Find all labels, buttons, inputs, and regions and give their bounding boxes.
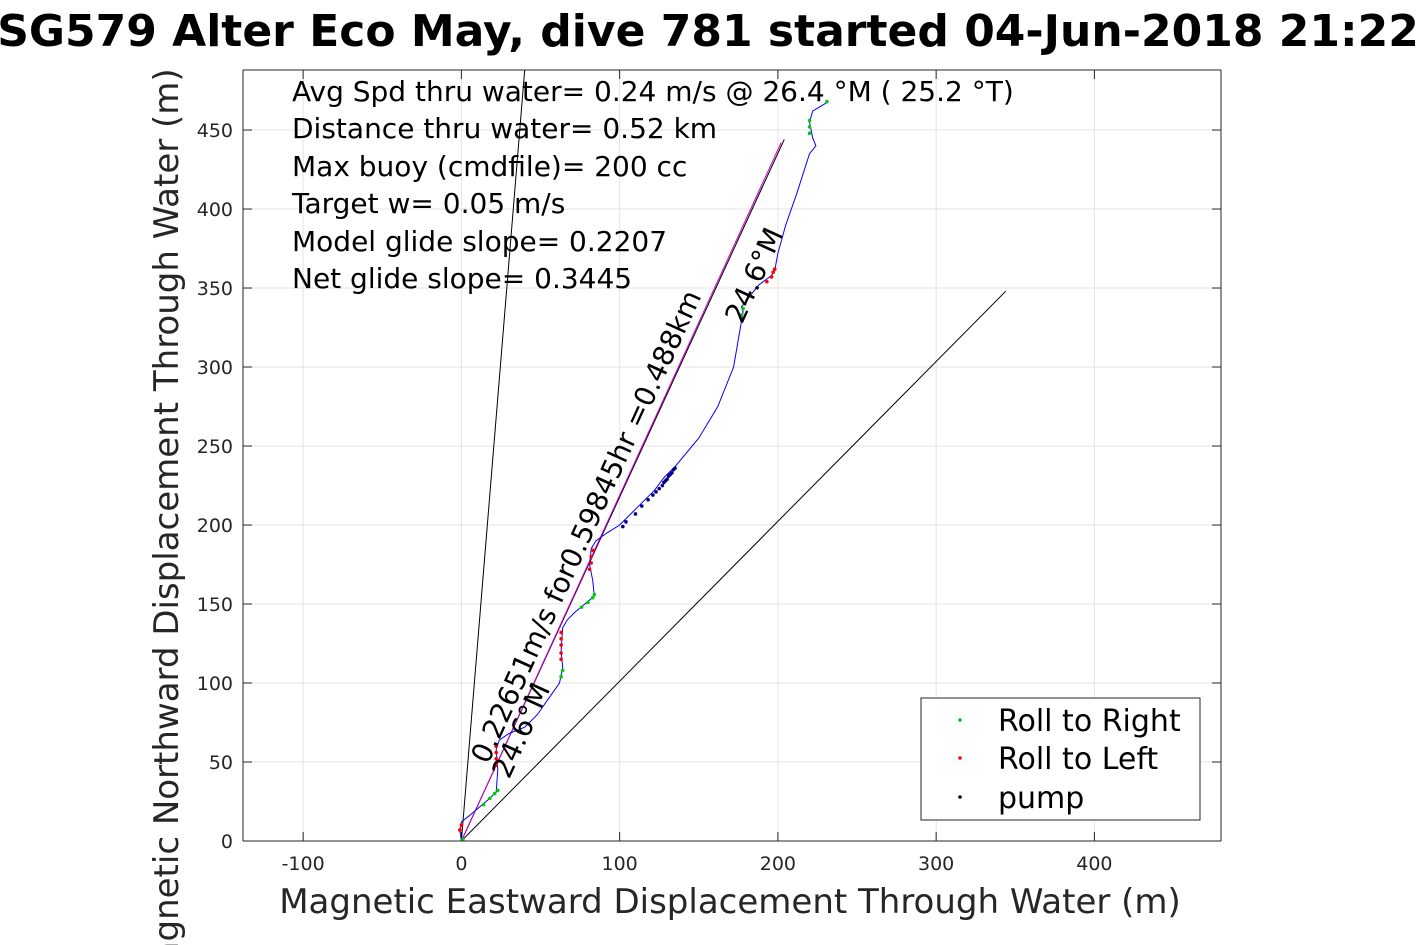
stats-annotations: Avg Spd thru water= 0.24 m/s @ 26.4 °M (…: [291, 75, 1014, 295]
reference-line: [460, 142, 782, 841]
legend-marker-roll-right: [958, 718, 962, 722]
reference-line: [461, 290, 1007, 841]
reference-line: [460, 70, 526, 841]
roll-right-marker: [739, 313, 744, 317]
roll-right-marker: [495, 788, 500, 793]
legend-label-roll-right: Roll to Right: [998, 704, 1181, 739]
roll-right-marker: [586, 600, 590, 605]
roll-right-marker: [592, 592, 597, 597]
roll-left-marker: [494, 763, 499, 767]
pump-marker: [657, 486, 662, 491]
y-tick-label: 400: [197, 199, 233, 221]
roll-left-marker: [771, 270, 775, 275]
legend-box: [920, 697, 1201, 821]
roll-right-marker: [807, 125, 812, 129]
roll-left-marker: [559, 651, 563, 655]
y-tick-label: 450: [197, 120, 233, 142]
roll-left-marker: [494, 750, 499, 755]
legend-marker-pump: [958, 795, 962, 799]
roll-left-marker: [458, 828, 462, 832]
pump-marker: [639, 504, 644, 508]
roll-right-marker: [807, 118, 812, 123]
y-tick-label: 100: [197, 673, 233, 695]
roll-left-marker: [494, 757, 499, 761]
pump-marker: [646, 497, 650, 502]
roll-left-marker: [559, 636, 563, 641]
legend-label-roll-left: Roll to Left: [998, 742, 1158, 777]
roll-right-marker: [579, 605, 584, 609]
pump-marker: [670, 471, 674, 475]
roll-left-marker: [494, 744, 499, 749]
y-tick-label: 200: [197, 515, 233, 537]
annotation-avg-speed: Avg Spd thru water= 0.24 m/s @ 26.4 °M (…: [292, 75, 1014, 108]
legend-label-pump: pump: [998, 781, 1084, 816]
pump-marker: [621, 524, 625, 529]
roll-and-pump-markers: [458, 99, 829, 841]
roll-right-marker: [461, 837, 465, 841]
roll-left-marker: [459, 823, 464, 828]
roll-left-marker: [559, 657, 563, 662]
pump-marker: [624, 520, 628, 524]
roll-right-marker: [825, 99, 829, 104]
pump-marker: [673, 466, 677, 470]
pump-marker: [651, 493, 655, 497]
y-tick-label: 350: [197, 278, 233, 300]
annotation-net-glide-slope: Net glide slope= 0.3445: [292, 262, 632, 295]
pump-marker: [633, 512, 638, 516]
legend: Roll to Right Roll to Left pump: [920, 697, 1201, 821]
roll-left-marker: [589, 554, 593, 559]
roll-right-marker: [488, 796, 492, 801]
pump-marker: [660, 483, 665, 488]
y-tick-label: 300: [197, 357, 233, 379]
tick-labels: -100 0 100 200 300 400 0 50 100 150 200 250 300 350 40…: [197, 120, 1113, 875]
x-tick-label: 200: [760, 853, 796, 875]
y-tick-label: 150: [197, 594, 233, 616]
roll-left-marker: [769, 275, 774, 279]
y-tick-label: 0: [221, 831, 233, 853]
roll-right-marker: [590, 595, 595, 600]
roll-right-marker: [492, 791, 497, 796]
roll-right-marker: [742, 302, 747, 306]
roll-left-marker: [772, 267, 777, 271]
plot-content: [458, 70, 1007, 841]
x-tick-label: -100: [282, 853, 325, 875]
roll-left-marker: [765, 279, 769, 284]
roll-left-marker: [559, 643, 563, 647]
roll-left-marker: [587, 567, 592, 572]
chart-title: SG579 Alter Eco May, dive 781 started 04…: [0, 6, 1417, 57]
annotation-model-glide-slope: Model glide slope= 0.2207: [292, 225, 667, 258]
roll-right-marker: [559, 674, 563, 679]
roll-left-marker: [559, 630, 563, 635]
plot-frame: [242, 69, 1222, 842]
x-tick-label: 100: [602, 853, 638, 875]
x-tick-label: 300: [918, 853, 954, 875]
x-axis-label: Magnetic Eastward Displacement Through W…: [279, 882, 1181, 922]
roll-right-marker: [741, 306, 745, 311]
roll-left-marker: [589, 561, 593, 565]
roll-right-marker: [560, 668, 565, 673]
x-tick-label: 400: [1076, 853, 1112, 875]
pump-marker: [654, 490, 658, 494]
legend-marker-roll-left: [958, 756, 962, 760]
annotation-target-w: Target w= 0.05 m/s: [291, 187, 565, 220]
roll-right-marker: [481, 802, 486, 807]
annotation-distance: Distance thru water= 0.52 km: [292, 112, 717, 145]
reference-lines: [460, 70, 1007, 841]
roll-left-marker: [590, 548, 595, 553]
x-tick-label: 0: [455, 853, 467, 875]
roll-right-marker: [807, 131, 812, 135]
annotation-max-buoy: Max buoy (cmdfile)= 200 cc: [292, 150, 687, 183]
y-axis-label: Magnetic Northward Displacement Through …: [147, 68, 187, 945]
pump-marker: [665, 477, 669, 481]
y-tick-label: 250: [197, 436, 233, 458]
y-tick-label: 50: [209, 752, 233, 774]
